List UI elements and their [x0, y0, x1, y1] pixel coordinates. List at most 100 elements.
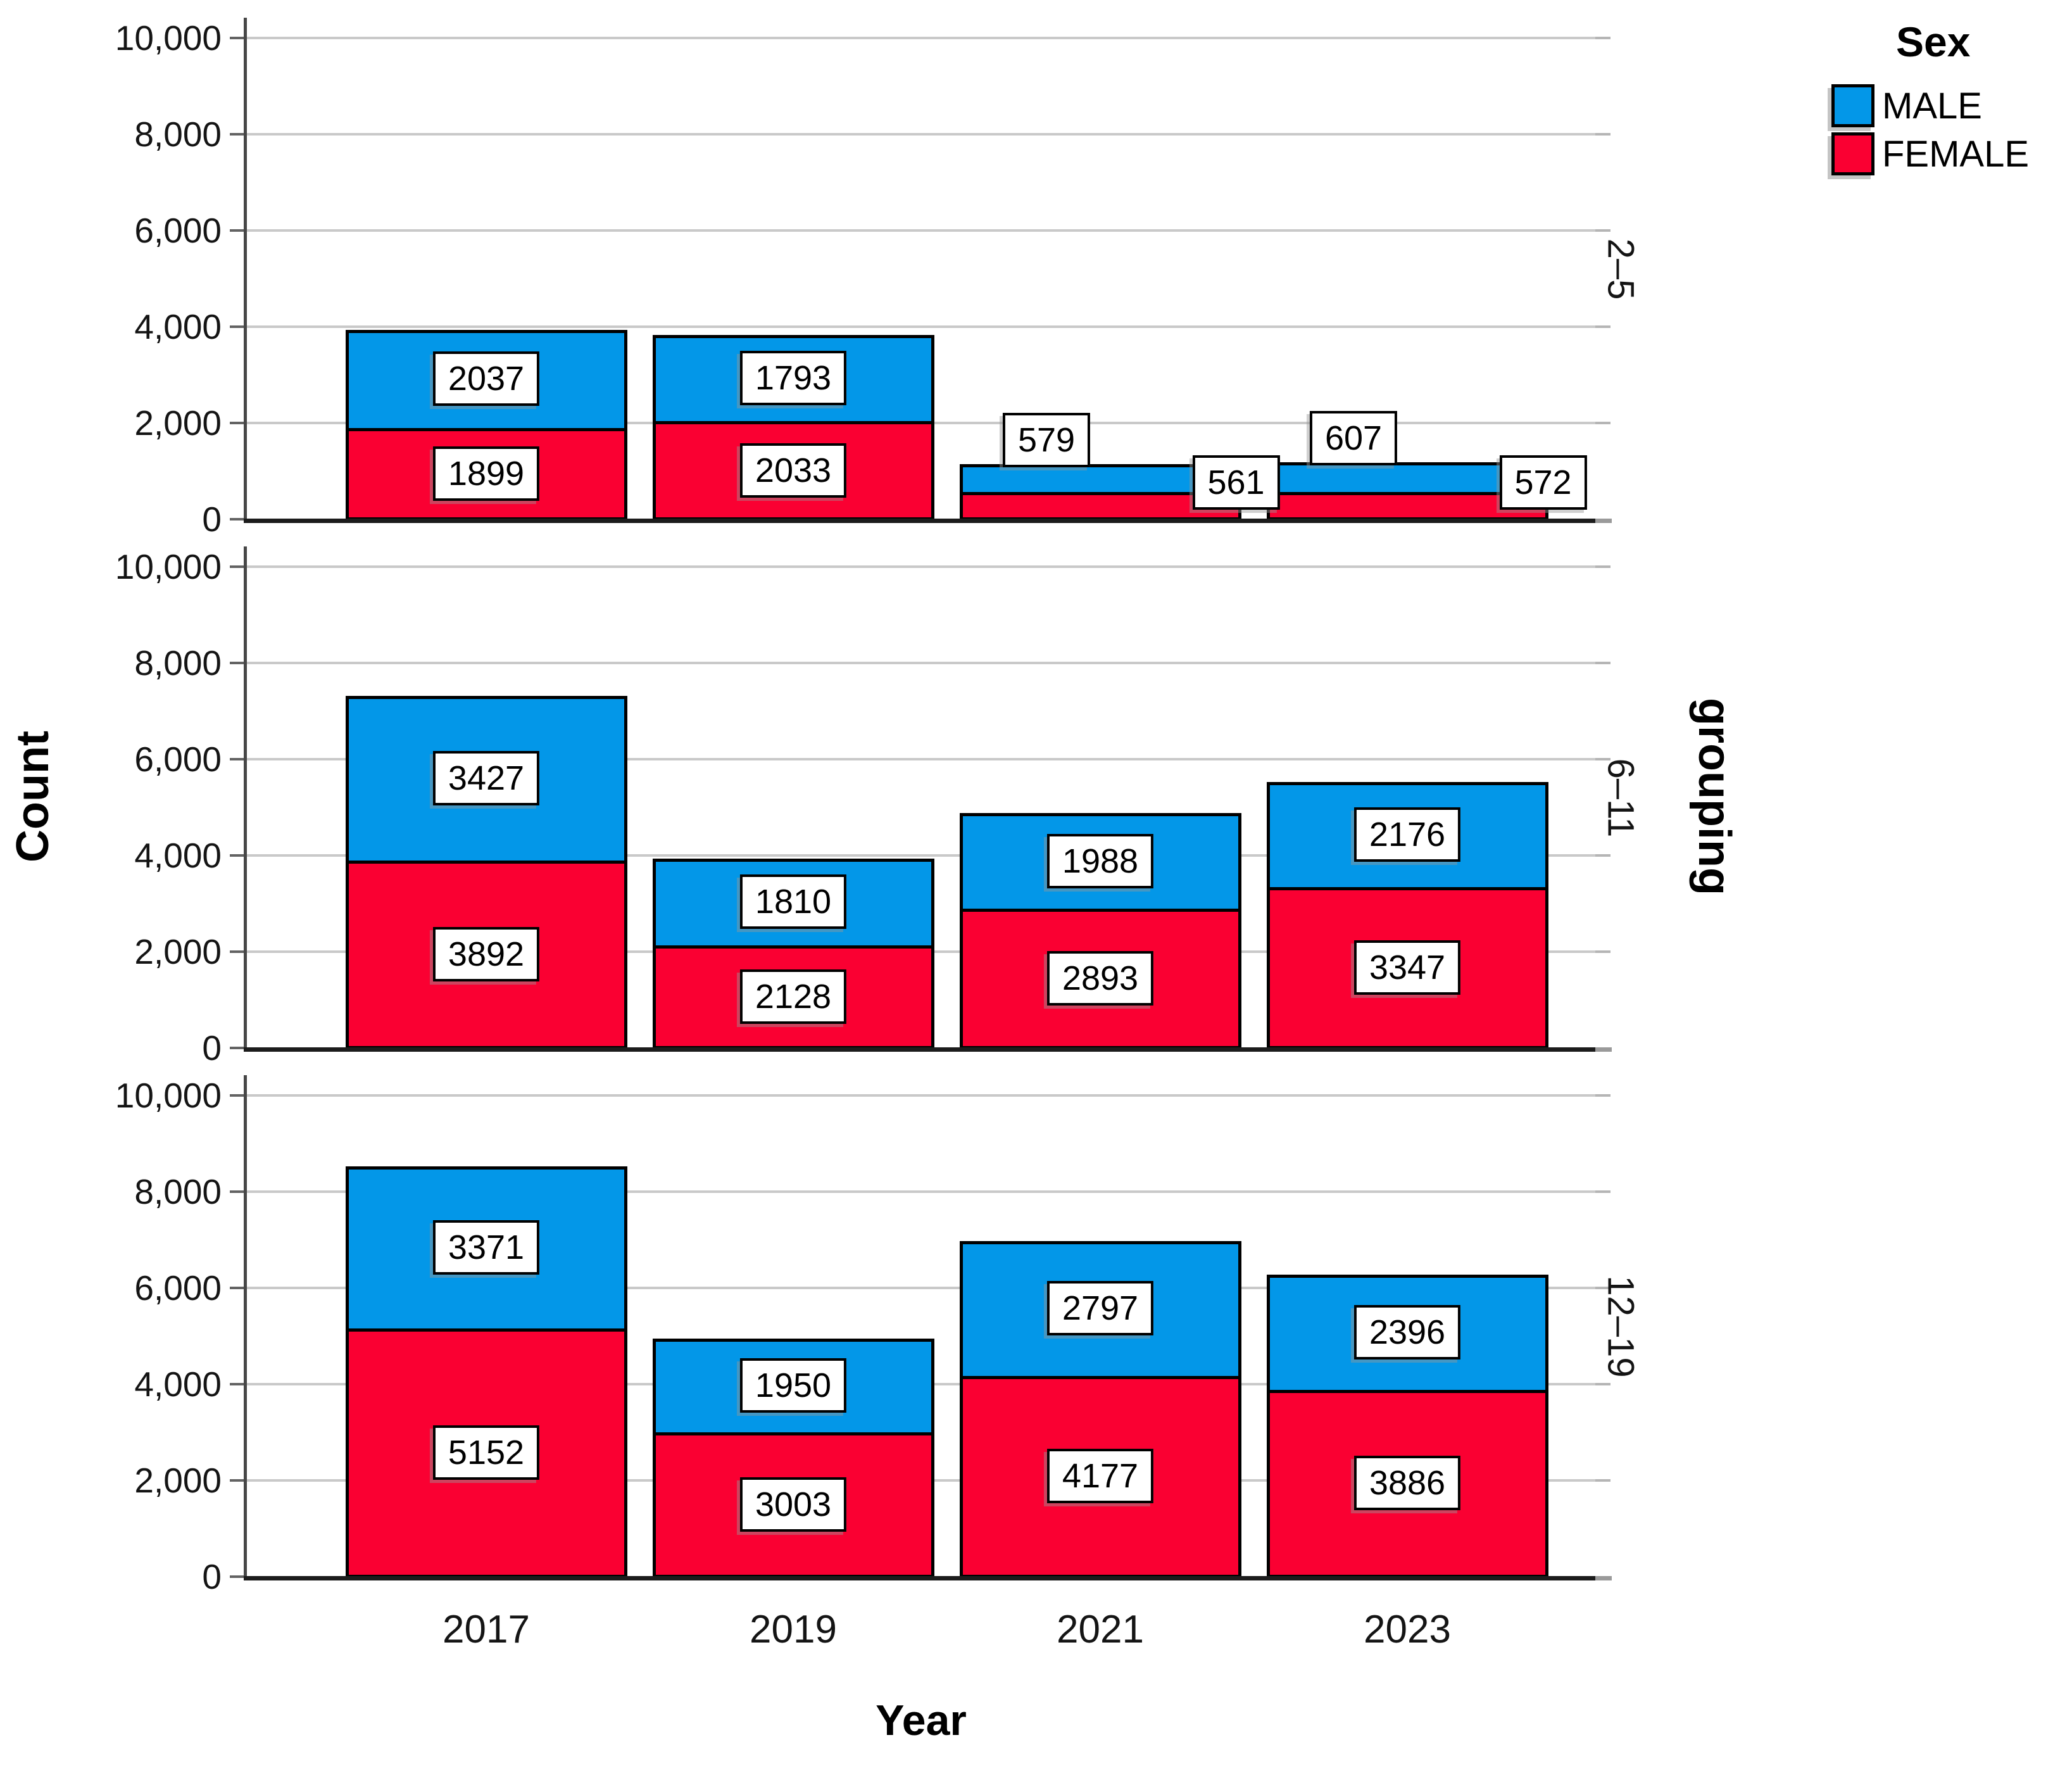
y-tick-label: 0 — [202, 1028, 222, 1068]
y-tick — [230, 1190, 245, 1193]
facet-label: 2–5 — [1600, 238, 1642, 300]
bar-value-label: 5152 — [432, 1425, 540, 1480]
y-tick — [230, 662, 245, 664]
gridline — [247, 854, 1595, 857]
y-tick — [230, 37, 245, 39]
y-axis-line — [244, 1075, 247, 1579]
x-baseline — [244, 519, 1595, 523]
y-axis-line — [244, 546, 247, 1050]
y-tick-label: 10,000 — [115, 18, 222, 58]
y-tick — [230, 1383, 245, 1385]
y-tick-label: 4,000 — [134, 307, 222, 346]
y-tick-label: 10,000 — [115, 547, 222, 586]
bar-value-label: 579 — [1002, 413, 1091, 468]
right-tick — [1595, 1287, 1611, 1289]
bar-value-label: 3347 — [1353, 940, 1461, 995]
gridline — [247, 1287, 1595, 1289]
legend-label-female: FEMALE — [1882, 133, 2030, 175]
bar-segment-male — [959, 813, 1241, 912]
bar-value-label: 3886 — [1353, 1456, 1461, 1511]
y-tick-label: 4,000 — [134, 1365, 222, 1404]
gridline — [247, 229, 1595, 232]
y-tick — [230, 565, 245, 568]
x-baseline — [244, 1047, 1595, 1052]
female-color-swatch-icon — [1831, 132, 1874, 175]
bar-value-label: 2893 — [1046, 951, 1154, 1006]
bar-value-label: 4177 — [1046, 1449, 1154, 1504]
y-tick — [230, 1287, 245, 1289]
bar-value-label: 1810 — [739, 874, 847, 930]
bar-value-label: 1899 — [432, 446, 540, 501]
bar-value-label: 2037 — [432, 351, 540, 407]
x-baseline — [244, 1576, 1595, 1580]
x-tick-label: 2023 — [1364, 1608, 1451, 1651]
y-tick — [230, 422, 245, 424]
right-tick — [1595, 1383, 1611, 1385]
bar-value-label: 2033 — [739, 443, 847, 498]
y-tick — [230, 1479, 245, 1482]
facet-label: 12–19 — [1600, 1275, 1642, 1378]
y-tick-label: 8,000 — [134, 115, 222, 154]
bar-value-label: 2128 — [739, 969, 847, 1025]
bar-value-label: 572 — [1499, 455, 1587, 510]
y-tick-label: 8,000 — [134, 1172, 222, 1211]
right-tick — [1595, 37, 1611, 39]
bar-value-label: 3003 — [739, 1477, 847, 1532]
y-tick-label: 4,000 — [134, 836, 222, 875]
gridline — [247, 37, 1595, 39]
x-tick-label: 2019 — [750, 1608, 837, 1651]
y-tick — [230, 854, 245, 857]
y-tick — [230, 758, 245, 760]
legend-label-male: MALE — [1882, 85, 1982, 127]
right-tick — [1595, 325, 1611, 328]
bar-value-label: 3892 — [432, 927, 540, 982]
x-tick-label: 2021 — [1057, 1608, 1144, 1651]
male-color-swatch-icon — [1831, 84, 1874, 127]
y-tick — [230, 133, 245, 136]
x-baseline-stub — [1595, 1576, 1612, 1580]
gridline — [247, 1190, 1595, 1193]
x-tick-label: 2017 — [443, 1608, 530, 1651]
bar-value-label: 2396 — [1353, 1304, 1461, 1359]
bar-segment-male — [652, 1338, 934, 1435]
right-tick — [1595, 854, 1611, 857]
y-tick-label: 2,000 — [134, 932, 222, 971]
bar-value-label: 1950 — [739, 1358, 847, 1413]
gridline — [247, 565, 1595, 568]
right-tick — [1595, 133, 1611, 136]
y-tick-label: 6,000 — [134, 1268, 222, 1308]
y-tick-label: 2,000 — [134, 1461, 222, 1500]
y-tick-label: 6,000 — [134, 740, 222, 779]
y-axis-line — [244, 18, 247, 522]
bar-value-label: 1988 — [1046, 833, 1154, 888]
facet-label: 6–11 — [1600, 758, 1642, 838]
bar-value-label: 2176 — [1353, 807, 1461, 862]
gridline — [247, 1094, 1595, 1097]
x-baseline-stub — [1595, 519, 1612, 523]
y-tick-label: 8,000 — [134, 643, 222, 683]
y-tick — [230, 1094, 245, 1097]
y-tick — [230, 950, 245, 953]
x-axis-title: Year — [876, 1696, 967, 1744]
y-tick — [230, 1575, 245, 1578]
bar-value-label: 3427 — [432, 750, 540, 805]
legend-entry-female: FEMALE — [1831, 132, 2030, 175]
y-tick — [230, 325, 245, 328]
y-tick — [230, 518, 245, 520]
right-tick — [1595, 1094, 1611, 1097]
y-tick-label: 2,000 — [134, 403, 222, 443]
y-tick — [230, 229, 245, 232]
right-tick — [1595, 565, 1611, 568]
y-tick — [230, 1047, 245, 1049]
bar-value-label: 607 — [1309, 411, 1398, 466]
y-tick-label: 6,000 — [134, 211, 222, 250]
right-tick — [1595, 1190, 1611, 1193]
y-tick-label: 10,000 — [115, 1076, 222, 1115]
bar-value-label: 1793 — [739, 351, 847, 406]
right-tick — [1595, 422, 1611, 424]
gridline — [247, 325, 1595, 328]
gridline — [247, 758, 1595, 760]
right-tick — [1595, 950, 1611, 953]
